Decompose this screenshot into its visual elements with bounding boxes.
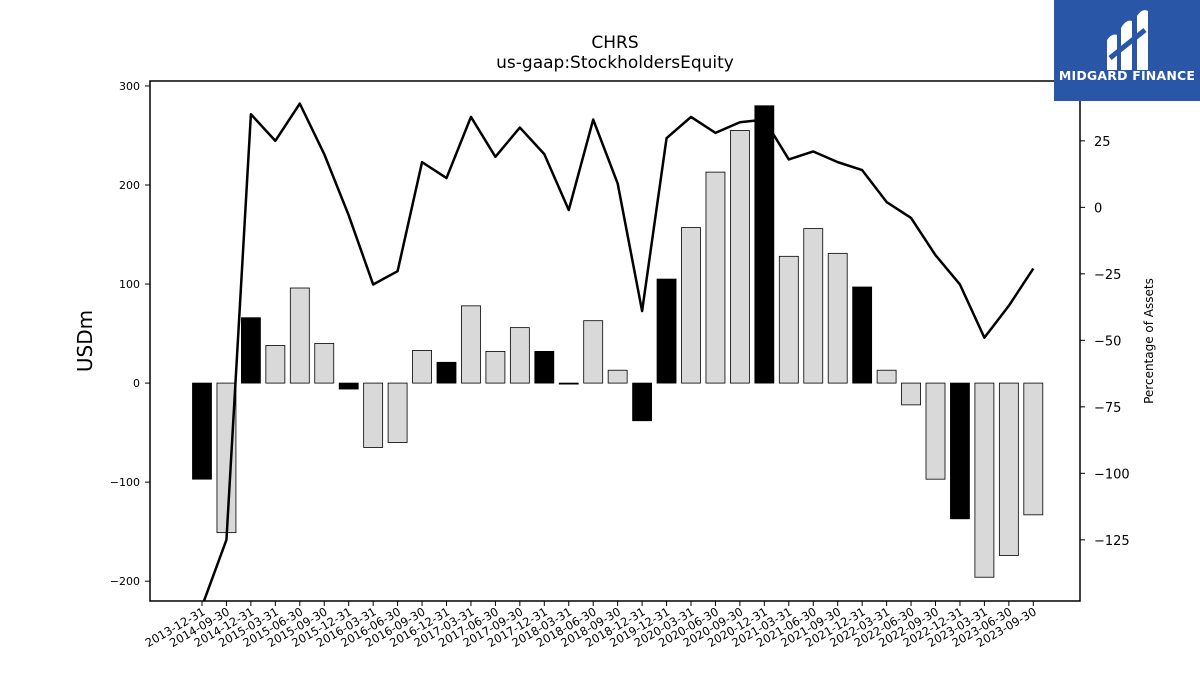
bar bbox=[192, 382, 212, 480]
bar bbox=[778, 255, 799, 384]
bar bbox=[901, 382, 921, 406]
bar bbox=[607, 369, 628, 384]
bar bbox=[827, 252, 848, 384]
y-tick-label: −100 bbox=[110, 476, 140, 489]
bar bbox=[240, 317, 261, 384]
y-tick-label: 200 bbox=[119, 179, 140, 192]
bar bbox=[852, 286, 873, 384]
y-tick-label: 0 bbox=[133, 377, 140, 390]
bar bbox=[509, 327, 530, 384]
bar bbox=[925, 382, 946, 480]
bar bbox=[387, 382, 408, 443]
bar bbox=[803, 228, 824, 384]
bar bbox=[754, 105, 775, 384]
y-tick-label: 100 bbox=[119, 278, 140, 291]
bar bbox=[1023, 382, 1044, 516]
y2-tick-label: −50 bbox=[1094, 334, 1121, 349]
y2-tick-label: 25 bbox=[1094, 135, 1111, 150]
bar bbox=[363, 382, 384, 448]
bar bbox=[461, 305, 481, 384]
bar bbox=[485, 350, 506, 384]
plot-area: −200−1000100200300−125−100−75−50−2502520… bbox=[110, 80, 1130, 650]
bar bbox=[730, 130, 750, 384]
y-tick-label: −200 bbox=[110, 575, 140, 588]
bar bbox=[950, 382, 970, 520]
y-tick-label: 300 bbox=[119, 80, 140, 93]
chart-subtitle: us-gaap:StockholdersEquity bbox=[496, 53, 734, 73]
y2-tick-label: 0 bbox=[1094, 201, 1102, 216]
bar bbox=[681, 227, 701, 384]
bar bbox=[314, 343, 335, 384]
brand-name: MIDGARD FINANCE bbox=[1058, 68, 1196, 83]
bar bbox=[289, 287, 310, 384]
y-axis-label: USDm bbox=[73, 310, 97, 372]
bar bbox=[436, 361, 457, 384]
bar bbox=[974, 382, 995, 578]
bar bbox=[632, 382, 652, 422]
bar bbox=[534, 350, 555, 384]
bar bbox=[558, 382, 579, 385]
bar bbox=[998, 382, 1019, 556]
brand-mark-icon bbox=[1107, 10, 1148, 71]
line-series bbox=[202, 102, 1035, 601]
y2-tick-label: −125 bbox=[1094, 534, 1130, 549]
bar bbox=[656, 278, 677, 384]
y2-tick-label: −100 bbox=[1094, 467, 1130, 482]
bar bbox=[265, 345, 286, 384]
y2-tick-label: −75 bbox=[1094, 401, 1121, 416]
bar bbox=[338, 382, 359, 390]
bar bbox=[705, 171, 726, 384]
bar bbox=[412, 350, 432, 384]
bar bbox=[876, 369, 897, 384]
bar bbox=[583, 320, 604, 384]
brand-logo: MIDGARD FINANCE bbox=[1054, 0, 1200, 101]
plot-frame bbox=[149, 80, 1081, 602]
chart-title: CHRS bbox=[591, 33, 638, 53]
y2-axis-label: Percentage of Assets bbox=[1142, 278, 1156, 404]
y2-tick-label: −25 bbox=[1094, 268, 1121, 283]
